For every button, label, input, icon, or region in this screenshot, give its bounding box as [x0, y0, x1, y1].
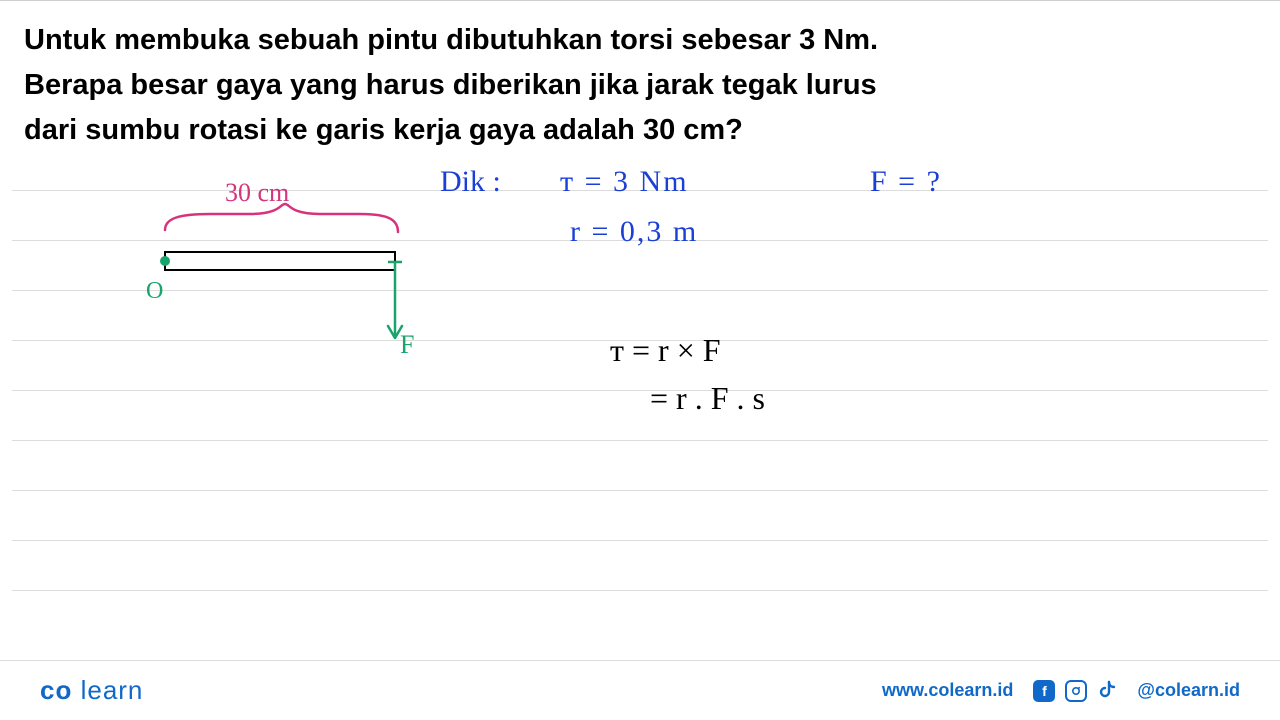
facebook-icon: f: [1033, 680, 1055, 702]
footer-right: www.colearn.id f @colearn.id: [882, 680, 1240, 702]
question-text: Untuk membuka sebuah pintu dibutuhkan to…: [24, 18, 1224, 153]
top-border: [0, 0, 1280, 1]
rule-line: [12, 590, 1268, 591]
brand-logo: co learn: [40, 675, 143, 706]
given-r: r = 0,3 m: [570, 215, 698, 249]
brand-part-b: learn: [81, 675, 144, 705]
torque-diagram: [130, 170, 450, 390]
rule-line: [12, 440, 1268, 441]
tiktok-icon: [1097, 680, 1117, 702]
rule-line: [12, 540, 1268, 541]
rule-line: [12, 390, 1268, 391]
footer-handle: @colearn.id: [1137, 680, 1240, 701]
given-ask: F = ?: [870, 165, 942, 199]
question-line3: dari sumbu rotasi ke garis kerja gaya ad…: [24, 114, 743, 146]
question-line1: Untuk membuka sebuah pintu dibutuhkan to…: [24, 24, 878, 56]
instagram-icon: [1065, 680, 1087, 702]
footer-url: www.colearn.id: [882, 680, 1013, 701]
brand-part-a: co: [40, 675, 72, 705]
social-icons: f: [1033, 680, 1117, 702]
rule-line: [12, 490, 1268, 491]
question-line2: Berapa besar gaya yang harus diberikan j…: [24, 69, 877, 101]
formula-line1: ᴛ = r × F: [610, 332, 721, 369]
footer: co learn www.colearn.id f @colearn.id: [0, 660, 1280, 720]
given-tau: ᴛ = 3 Nm: [560, 165, 689, 199]
formula-line2: = r . F . s: [650, 380, 765, 417]
